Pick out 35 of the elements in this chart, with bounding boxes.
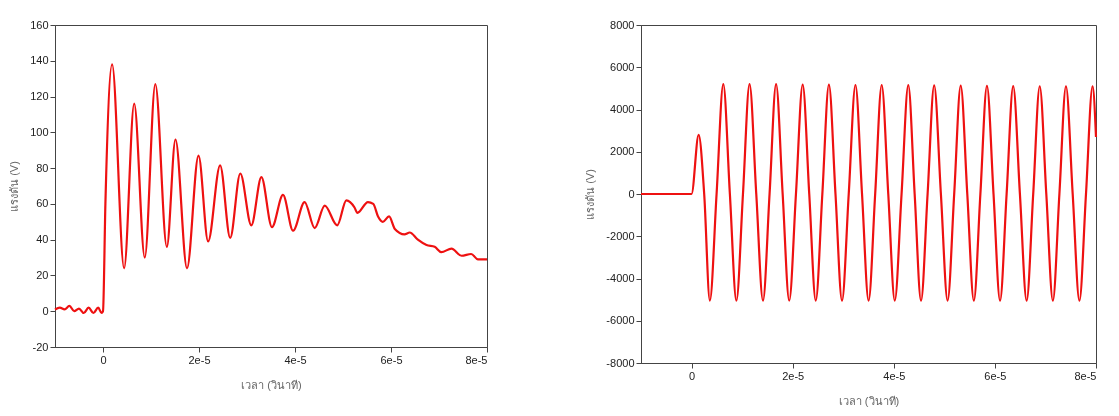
x-tick-label: 2e-5 <box>188 353 211 366</box>
y-tick-label: 6000 <box>610 60 635 73</box>
y-axis-title: แรงดัน (V) <box>584 169 597 220</box>
y-tick-label: -4000 <box>606 272 635 284</box>
y-tick-label: -8000 <box>606 356 635 369</box>
y-tick-label: 2000 <box>610 145 635 158</box>
line-series <box>639 83 1098 302</box>
y-tick-label: 20 <box>36 268 49 281</box>
y-axis-title: แรงดัน (V) <box>8 161 21 212</box>
x-tick-label: 6e-5 <box>984 369 1007 382</box>
y-tick-label: 0 <box>42 304 49 317</box>
y-tick-label: 8000 <box>610 18 635 31</box>
x-tick-label: 4e-5 <box>284 353 307 366</box>
x-tick-label: 0 <box>688 369 696 382</box>
x-tick-label: 2e-5 <box>782 369 805 382</box>
y-tick-label: -2000 <box>606 229 635 242</box>
y-tick-label: -6000 <box>606 314 635 327</box>
y-tick-label: 100 <box>30 125 49 138</box>
y-tick-label: 160 <box>30 18 49 31</box>
line-series <box>53 63 489 315</box>
y-tick-label: -20 <box>32 340 49 353</box>
x-tick-label: 6e-5 <box>380 353 403 366</box>
y-tick-label: 80 <box>36 161 49 174</box>
y-tick-label: 120 <box>30 90 49 103</box>
x-tick-label: 8e-5 <box>465 353 488 366</box>
y-tick-label: 0 <box>628 187 635 200</box>
x-tick-label: 8e-5 <box>1074 369 1097 382</box>
x-tick-label: 4e-5 <box>883 369 906 382</box>
y-tick-label: 40 <box>36 233 49 246</box>
x-axis-title: เวลา (วินาที) <box>838 394 900 407</box>
y-tick-label: 4000 <box>610 103 635 115</box>
y-tick-label: 60 <box>36 197 49 210</box>
x-tick-label: 0 <box>100 353 107 366</box>
x-axis-title: เวลา (วินาที) <box>241 378 302 391</box>
y-tick-label: 140 <box>30 54 49 67</box>
